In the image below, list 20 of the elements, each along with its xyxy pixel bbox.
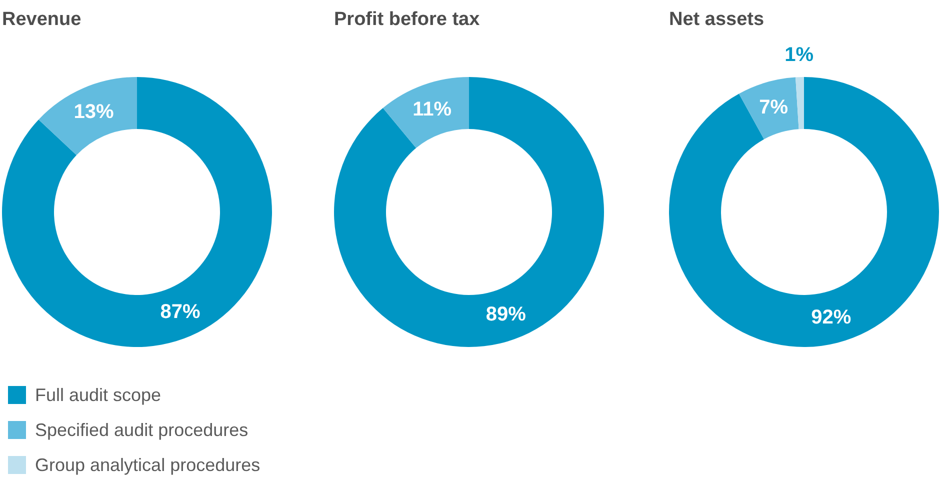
donut-slice — [669, 77, 939, 347]
data-label: 1% — [784, 44, 814, 66]
donut-slice — [2, 77, 272, 347]
chart-title: Net assets — [669, 9, 764, 30]
donut-slice — [38, 77, 137, 156]
data-label: 89% — [486, 304, 526, 326]
legend-label: Full audit scope — [35, 385, 162, 405]
data-label: 13% — [74, 100, 114, 123]
data-label: 7% — [759, 96, 788, 118]
data-label: 87% — [160, 301, 201, 324]
data-label: 92% — [811, 306, 852, 329]
donut-slice — [382, 77, 469, 148]
legend-label: Group analytical procedures — [35, 455, 260, 475]
legend-label: Specified audit procedures — [35, 420, 248, 440]
data-label: 11% — [412, 98, 452, 120]
donut-slice — [738, 77, 799, 140]
chart-title: Profit before tax — [334, 9, 480, 30]
donut-slice — [334, 77, 604, 347]
chart-title: Revenue — [2, 9, 82, 30]
donut-slice — [796, 77, 804, 130]
